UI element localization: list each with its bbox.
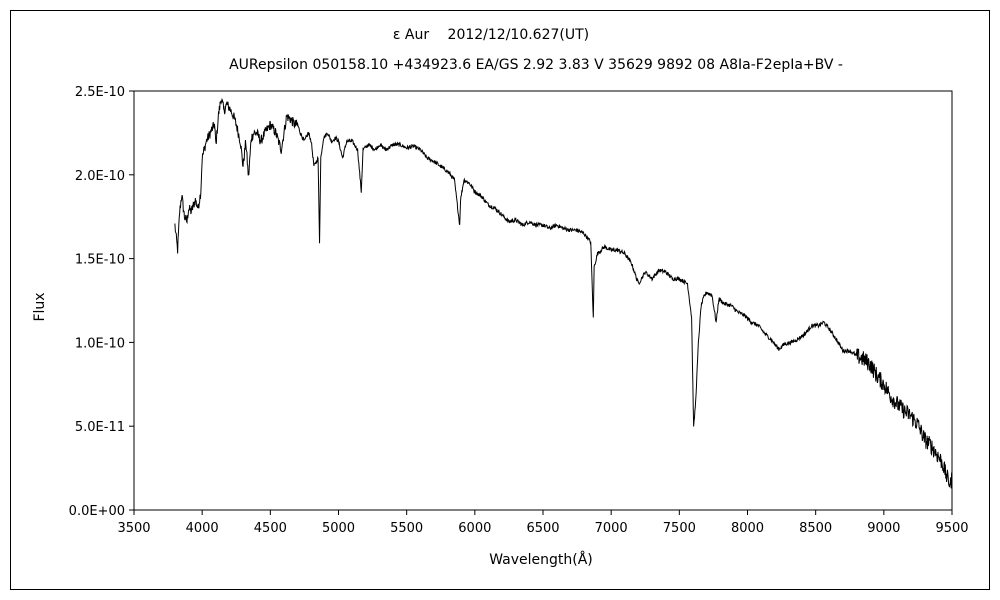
chart-subtitle: AURepsilon 050158.10 +434923.6 EA/GS 2.9… [229, 57, 843, 73]
x-tick-label: 4000 [186, 521, 219, 536]
y-tick-label: 1.0E-10 [75, 336, 125, 351]
x-tick-label: 6000 [458, 521, 491, 536]
flux-spectrum-line [174, 97, 953, 489]
chart-frame: ε Aur 2012/12/10.627(UT) AURepsilon 0501… [10, 10, 990, 590]
y-tick-label: 1.5E-10 [75, 253, 125, 268]
x-tick-label: 8000 [731, 521, 764, 536]
x-tick-label: 7000 [595, 521, 628, 536]
x-tick-label: 5000 [322, 521, 355, 536]
x-tick-label: 5500 [390, 521, 423, 536]
y-tick-label: 2.5E-10 [75, 85, 125, 100]
y-tick-label: 0.0E+00 [69, 504, 125, 519]
x-tick-label: 9500 [935, 521, 968, 536]
y-axis-label: Flux [32, 292, 48, 321]
y-tick-label: 2.0E-10 [75, 169, 125, 184]
plot-area [133, 90, 953, 511]
x-tick-label: 7500 [663, 521, 696, 536]
y-tick-label: 5.0E-11 [75, 420, 125, 435]
x-tick-label: 6500 [526, 521, 559, 536]
x-tick-label: 3500 [117, 521, 150, 536]
spectrum-chart: ε Aur 2012/12/10.627(UT) AURepsilon 0501… [32, 27, 969, 568]
x-tick-label: 8500 [799, 521, 832, 536]
chart-title: ε Aur 2012/12/10.627(UT) [393, 27, 589, 43]
x-tick-label: 4500 [254, 521, 287, 536]
x-axis-label: Wavelength(Å) [489, 551, 593, 568]
x-tick-label: 9000 [867, 521, 900, 536]
y-axis: 0.0E+00 5.0E-11 1.0E-10 1.5E-10 2.0E-10 2.5E-… [69, 85, 134, 519]
x-axis: 3500 4000 4500 5000 5500 6000 6500 7000 7500 8000… [117, 510, 969, 536]
